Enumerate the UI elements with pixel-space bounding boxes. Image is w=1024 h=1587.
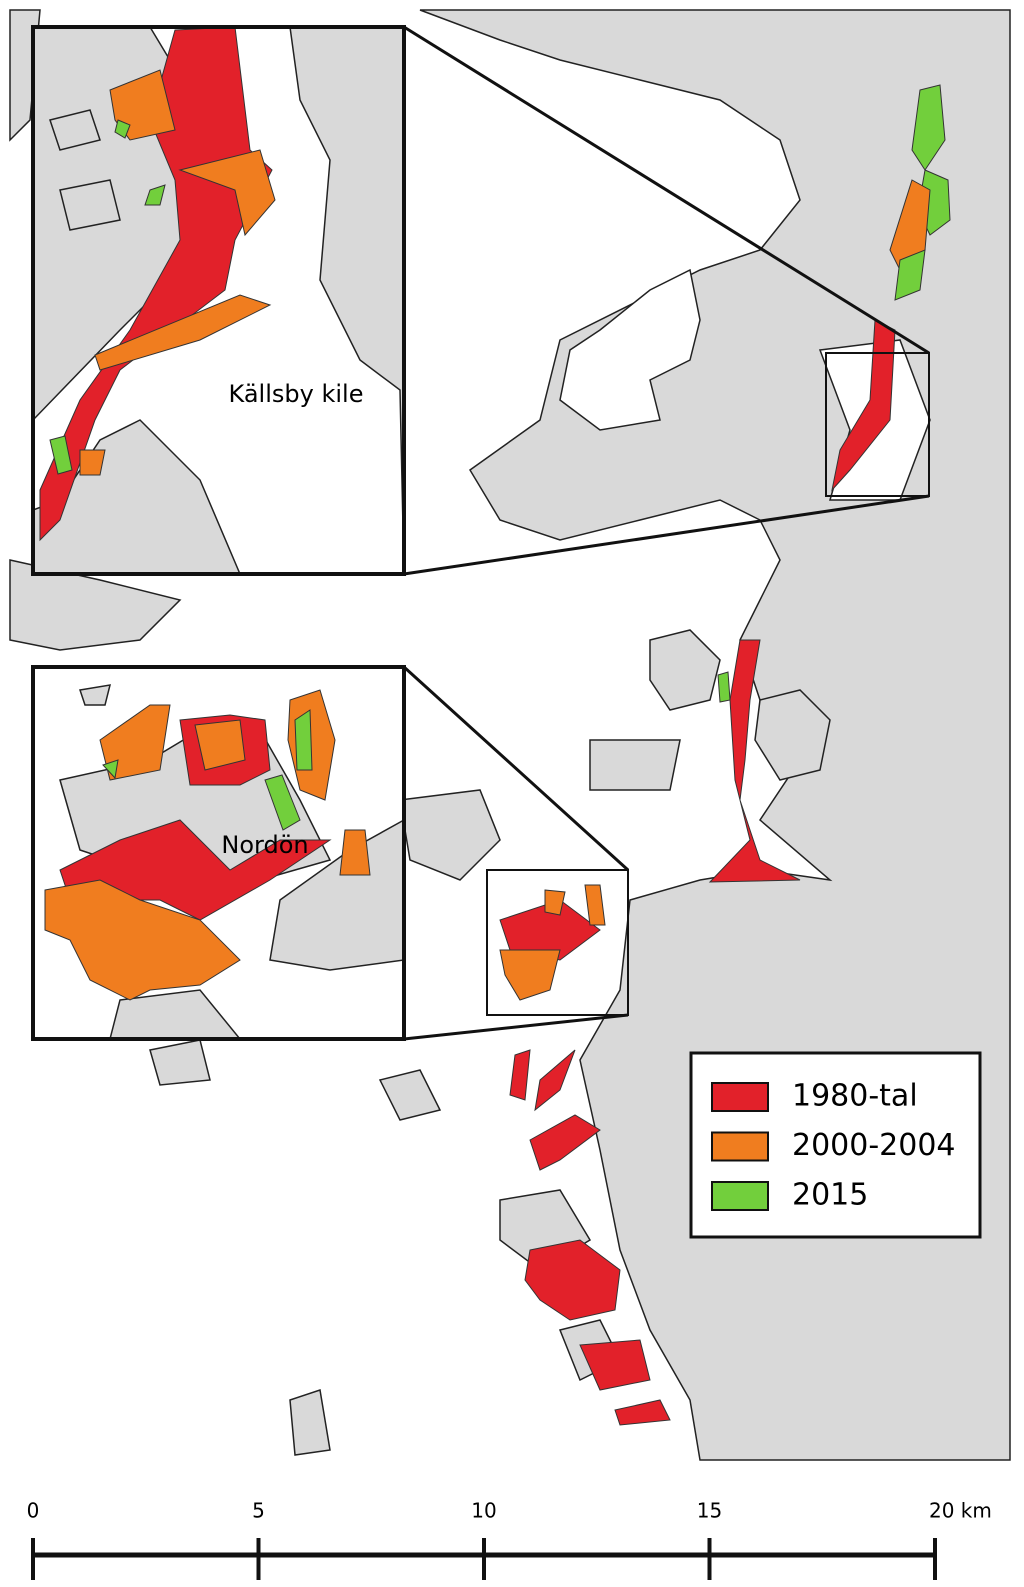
legend: 1980-tal 2000-2004 2015 bbox=[689, 1051, 982, 1239]
scale-label: 10 bbox=[471, 1499, 496, 1523]
scale-label: 20 km bbox=[929, 1499, 992, 1523]
scale-label: 15 bbox=[697, 1499, 722, 1523]
area-1980 bbox=[39, 26, 273, 542]
inset-kallsby: Källsby kile bbox=[31, 25, 406, 576]
zoom-box bbox=[825, 352, 930, 497]
area-2015 bbox=[144, 184, 166, 206]
island bbox=[649, 629, 721, 711]
area-2000 bbox=[44, 879, 241, 1001]
area-2000 bbox=[79, 449, 106, 476]
island bbox=[9, 559, 182, 651]
legend-label: 1980-tal bbox=[792, 1079, 918, 1114]
area-2000 bbox=[339, 829, 371, 876]
connector bbox=[403, 1013, 629, 1041]
area-1980 bbox=[509, 1049, 531, 1101]
area-1980 bbox=[708, 639, 801, 883]
area-1980 bbox=[529, 1114, 601, 1171]
area-1980 bbox=[614, 1399, 671, 1426]
area-2015 bbox=[911, 84, 946, 171]
area-2000 bbox=[178, 149, 276, 237]
area-2015 bbox=[717, 671, 731, 703]
inset-sea bbox=[32, 26, 405, 575]
legend-swatch bbox=[711, 1131, 769, 1162]
area-2000 bbox=[94, 294, 272, 371]
legend-label: 2015 bbox=[792, 1178, 868, 1213]
zoom-box bbox=[486, 869, 629, 1016]
inset-island bbox=[79, 684, 112, 706]
area-2015 bbox=[49, 435, 73, 475]
area-2015 bbox=[294, 709, 313, 771]
island bbox=[754, 689, 831, 781]
inset-frame bbox=[31, 25, 406, 576]
area-2015 bbox=[264, 774, 301, 831]
island bbox=[378, 1069, 442, 1121]
connector bbox=[403, 25, 930, 355]
area-1980 bbox=[579, 1339, 651, 1391]
inset-island bbox=[59, 179, 121, 231]
scale-bar: 0 5 10 15 20 km bbox=[27, 1499, 992, 1580]
island bbox=[589, 739, 681, 791]
area-2000 bbox=[109, 69, 176, 141]
area-1980 bbox=[524, 1239, 621, 1321]
seagrass-areas bbox=[499, 84, 951, 1426]
area-1980 bbox=[534, 1049, 576, 1112]
area-2000 bbox=[194, 719, 246, 771]
connector bbox=[402, 665, 630, 872]
area-2000 bbox=[544, 889, 566, 916]
area-2015 bbox=[114, 119, 131, 139]
area-2000 bbox=[584, 884, 606, 926]
scale-label: 5 bbox=[252, 1499, 265, 1523]
inset-nordon: Nordön bbox=[31, 665, 406, 1041]
area-1980 bbox=[831, 319, 896, 492]
area-2000 bbox=[499, 949, 561, 1001]
inset-label: Nordön bbox=[221, 831, 308, 859]
inset-island bbox=[49, 109, 101, 151]
zoom-indicators bbox=[402, 25, 930, 1041]
island bbox=[149, 1039, 211, 1086]
island bbox=[289, 1389, 331, 1456]
legend-label: 2000-2004 bbox=[792, 1128, 956, 1163]
legend-swatch bbox=[711, 1082, 769, 1112]
island bbox=[399, 789, 501, 881]
scale-label: 0 bbox=[27, 1499, 40, 1523]
inset-label: Källsby kile bbox=[229, 380, 364, 408]
area-2015 bbox=[894, 249, 926, 301]
legend-swatch bbox=[711, 1181, 769, 1211]
bay bbox=[559, 268, 701, 431]
area-2015 bbox=[102, 759, 119, 780]
connector bbox=[403, 494, 930, 576]
inset-frame bbox=[31, 665, 406, 1041]
